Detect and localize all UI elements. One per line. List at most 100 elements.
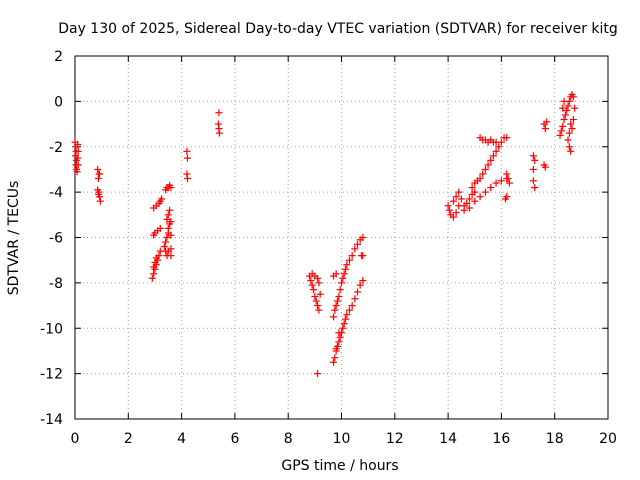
data-point: [487, 156, 495, 164]
data-point: [73, 168, 81, 176]
y-tick-label: -4: [49, 185, 63, 201]
data-point: [316, 290, 324, 298]
data-point: [183, 154, 191, 162]
x-tick-label: 16: [492, 431, 510, 447]
data-point: [351, 295, 359, 303]
data-point: [529, 152, 537, 160]
data-point: [492, 138, 500, 146]
data-point: [338, 279, 345, 287]
data-point: [568, 125, 576, 133]
data-point: [334, 297, 342, 305]
data-point: [455, 202, 463, 210]
data-point: [311, 292, 319, 300]
y-tick-label: -12: [40, 367, 63, 383]
y-tick-label: 2: [54, 49, 63, 65]
data-point: [94, 175, 102, 183]
data-point: [460, 206, 468, 214]
data-point: [479, 170, 487, 178]
data-point: [564, 136, 572, 144]
data-point: [96, 197, 104, 205]
x-tick-label: 10: [333, 431, 351, 447]
data-point: [156, 224, 164, 232]
data-point: [166, 206, 174, 214]
data-point: [559, 104, 567, 112]
y-tick-label: -6: [49, 231, 63, 247]
data-point: [331, 354, 339, 362]
data-point: [348, 302, 356, 310]
data-point: [335, 329, 343, 337]
data-point: [489, 152, 497, 160]
y-tick-label: -2: [49, 140, 63, 156]
data-point: [531, 156, 539, 164]
data-point: [497, 177, 505, 185]
data-point: [445, 206, 453, 214]
data-point: [308, 281, 316, 289]
data-point: [163, 215, 171, 223]
data-point: [476, 175, 484, 183]
x-tick-label: 20: [599, 431, 617, 447]
data-point: [215, 129, 223, 137]
data-point: [331, 306, 339, 314]
data-point: [314, 274, 322, 282]
data-point: [471, 188, 479, 196]
data-point: [529, 177, 537, 185]
data-point: [94, 190, 102, 198]
data-point: [336, 286, 344, 294]
data-point: [569, 93, 577, 101]
x-tick-label: 14: [439, 431, 457, 447]
data-point: [565, 129, 573, 137]
data-point: [560, 97, 568, 105]
data-point: [307, 277, 315, 285]
data-point: [74, 147, 82, 155]
data-point: [167, 184, 175, 192]
data-point: [164, 211, 172, 219]
data-point: [335, 338, 343, 346]
data-point: [167, 218, 175, 226]
data-point: [503, 134, 511, 142]
data-point: [345, 256, 353, 264]
data-point: [560, 116, 568, 124]
x-axis: 0 2 4 6 8 10 12 14 16 18 20: [71, 56, 617, 447]
data-point: [341, 315, 349, 323]
data-point: [495, 143, 503, 151]
data-point: [353, 240, 361, 248]
data-point: [343, 311, 351, 319]
data-point: [150, 270, 158, 278]
data-point: [335, 292, 343, 300]
y-tick-label: -10: [40, 321, 63, 337]
data-point: [332, 270, 340, 278]
data-point: [504, 175, 512, 183]
data-point: [341, 265, 349, 273]
data-point: [151, 258, 159, 266]
data-points: [71, 91, 579, 378]
data-point: [541, 163, 549, 171]
data-point: [449, 213, 457, 221]
data-point: [163, 252, 171, 260]
data-point: [359, 252, 367, 260]
data-point: [158, 195, 166, 203]
data-point: [332, 345, 340, 353]
data-point: [340, 320, 348, 328]
grid: [75, 56, 608, 419]
data-point: [468, 184, 476, 192]
data-point: [152, 254, 160, 262]
x-tick-label: 8: [284, 431, 293, 447]
data-point: [96, 170, 104, 178]
data-point: [452, 209, 460, 217]
data-point: [471, 197, 479, 205]
data-point: [160, 243, 168, 251]
data-point: [183, 147, 191, 155]
data-point: [452, 193, 460, 201]
data-point: [167, 231, 175, 239]
data-point: [351, 245, 359, 253]
data-point: [559, 122, 567, 130]
data-point: [315, 306, 323, 314]
data-point: [312, 297, 320, 305]
data-point: [336, 333, 344, 341]
data-point: [492, 179, 500, 187]
data-point: [503, 170, 511, 178]
data-point: [484, 161, 492, 169]
y-axis-title: SDTVAR / TECUs: [6, 181, 22, 296]
data-point: [148, 274, 156, 282]
